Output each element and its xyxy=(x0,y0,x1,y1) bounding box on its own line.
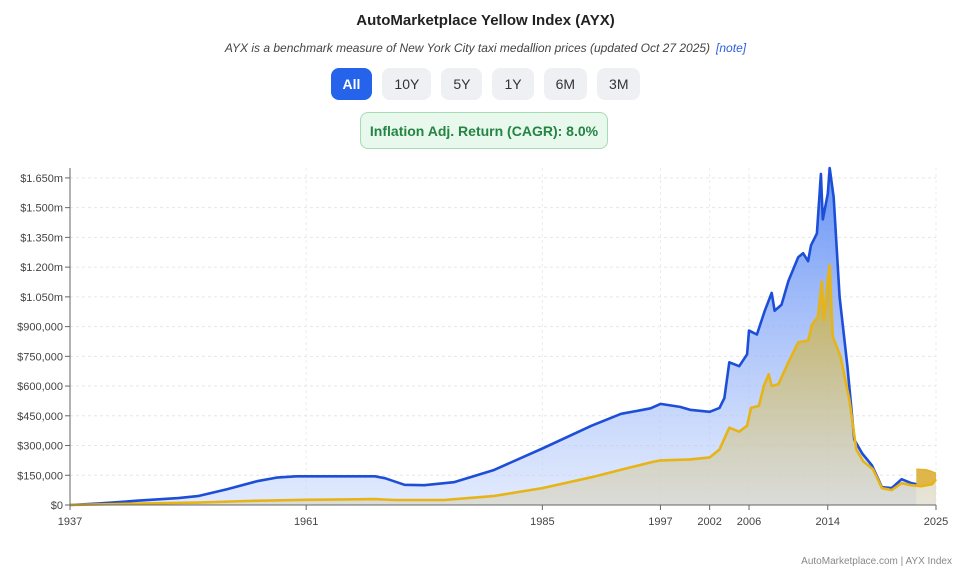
range-button-3m[interactable]: 3M xyxy=(597,68,641,100)
time-range-selector: All 10Y 5Y 1Y 6M 3M xyxy=(0,68,971,100)
range-button-5y[interactable]: 5Y xyxy=(441,68,483,100)
page-title: AutoMarketplace Yellow Index (AYX) xyxy=(356,12,615,29)
x-tick-label: 1961 xyxy=(294,516,318,528)
subtitle-text: AYX is a benchmark measure of New York C… xyxy=(224,41,711,55)
inflation-line xyxy=(69,263,938,507)
y-tick-label: $1.050m xyxy=(20,292,63,304)
y-tick-label: $450,000 xyxy=(17,411,63,423)
y-tick-label: $1.500m xyxy=(20,203,63,215)
cagr-badge: Inflation Adj. Return (CAGR): 8.0% xyxy=(360,112,608,149)
y-tick-label: $0 xyxy=(51,500,63,512)
y-tick-label: $150,000 xyxy=(17,470,63,482)
y-tick-label: $900,000 xyxy=(17,322,63,334)
range-button-all[interactable]: All xyxy=(330,68,373,100)
inflation-area xyxy=(70,265,936,505)
subtitle: AYX is a benchmark measure of New York C… xyxy=(0,41,971,55)
x-tick-label: 2025 xyxy=(924,516,948,528)
x-tick-label: 2002 xyxy=(697,516,721,528)
series-lines xyxy=(69,166,938,507)
y-tick-label: $300,000 xyxy=(17,441,63,453)
y-tick-label: $750,000 xyxy=(17,351,63,363)
nominal-area xyxy=(70,168,917,505)
x-tick-label: 1937 xyxy=(58,516,82,528)
y-tick-label: $1.200m xyxy=(20,262,63,274)
nominal-line xyxy=(69,166,917,507)
y-tick-label: $1.650m xyxy=(20,173,63,185)
range-button-6m[interactable]: 6M xyxy=(543,68,588,100)
recent-band-area xyxy=(916,469,936,487)
recent-band-line xyxy=(916,468,937,474)
x-tick-label: 1997 xyxy=(648,516,672,528)
x-tick-label: 1985 xyxy=(530,516,554,528)
x-tick-label: 2006 xyxy=(737,516,761,528)
footer-credit: AutoMarketplace.com | AYX Index xyxy=(801,556,952,567)
y-tick-label: $600,000 xyxy=(17,381,63,393)
series-areas xyxy=(70,168,936,505)
range-button-1y[interactable]: 1Y xyxy=(492,68,534,100)
x-tick-label: 2014 xyxy=(816,516,840,528)
y-tick-label: $1.350m xyxy=(20,232,63,244)
range-button-10y[interactable]: 10Y xyxy=(382,68,432,100)
note-link[interactable]: [note] xyxy=(716,41,747,55)
axes: $0 $150,000 $300,000 $450,000 $600,000 $750,0… xyxy=(17,168,948,528)
